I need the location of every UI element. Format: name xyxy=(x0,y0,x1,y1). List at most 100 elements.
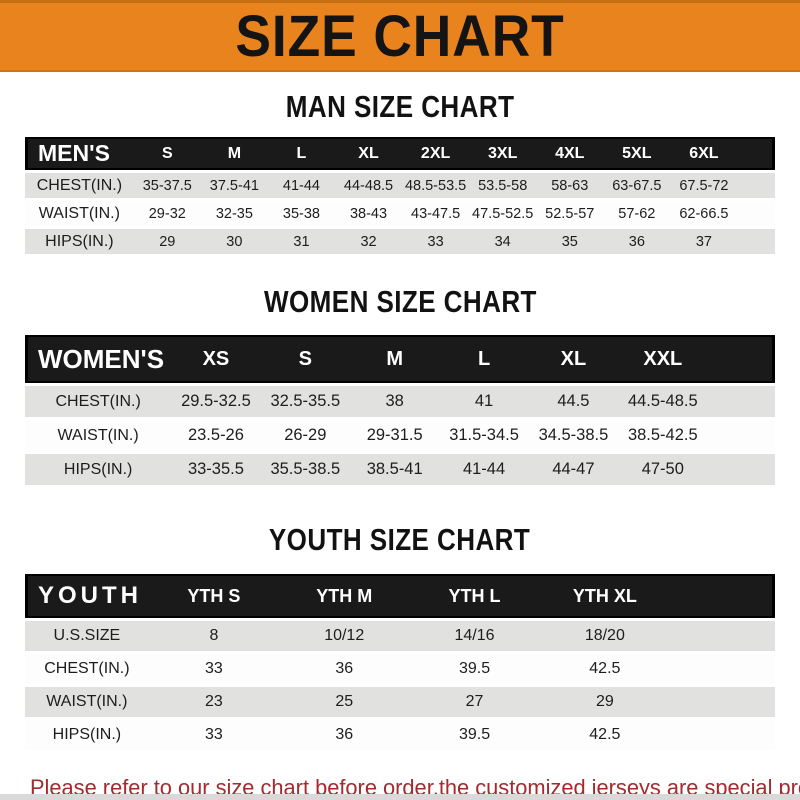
size-value-cell: 44.5-48.5 xyxy=(618,386,708,417)
size-value-cell-filler xyxy=(670,687,775,717)
table-header-row: YOUTH YTH S YTH M YTH L YTH XL xyxy=(25,574,775,618)
column-header: YTH S xyxy=(148,574,280,618)
size-value-cell: 47.5-52.5 xyxy=(469,201,537,226)
page-title: SIZE CHART xyxy=(0,0,800,74)
size-value-cell: 34 xyxy=(469,229,537,254)
column-header: 5XL xyxy=(603,137,671,170)
row-label: WAIST(IN.) xyxy=(25,201,134,226)
column-header: XL xyxy=(528,335,619,383)
table-header-label: YOUTH xyxy=(25,574,149,618)
size-value-cell: 26-29 xyxy=(260,420,350,451)
section-heading-women: WOMEN SIZE CHART xyxy=(0,257,800,332)
size-value-cell: 38.5-41 xyxy=(350,454,440,485)
column-header: 4XL xyxy=(536,137,604,170)
size-value-cell-filler xyxy=(670,621,775,651)
size-value-cell: 27 xyxy=(409,687,540,717)
row-label: CHEST(IN.) xyxy=(25,173,134,198)
column-header: 2XL xyxy=(402,137,470,170)
column-header: YTH M xyxy=(279,574,410,618)
size-value-cell: 48.5-53.5 xyxy=(402,173,470,198)
size-table: WOMEN'S XS S M L XL XXL CHEST(IN.) 29.5-32.5 32.5… xyxy=(25,332,775,488)
size-table: YOUTH YTH S YTH M YTH L YTH XL U.S.SIZE 8 10/12… xyxy=(25,571,775,753)
section-heading-women-text: WOMEN SIZE CHART xyxy=(263,284,537,319)
women-size-table: WOMEN'S XS S M L XL XXL CHEST(IN.) 29.5-32.5 32.5… xyxy=(25,332,775,488)
size-value-cell-filler xyxy=(737,229,775,254)
table-row: U.S.SIZE 8 10/12 14/16 18/20 xyxy=(25,621,775,651)
size-value-cell: 33-35.5 xyxy=(171,454,261,485)
table-row: HIPS(IN.) 33-35.5 35.5-38.5 38.5-41 41-44 44-… xyxy=(25,454,775,485)
size-value-cell: 43-47.5 xyxy=(402,201,470,226)
size-value-cell: 30 xyxy=(200,229,268,254)
size-value-cell: 29-31.5 xyxy=(350,420,440,451)
size-value-cell: 35 xyxy=(536,229,604,254)
size-value-cell: 35-38 xyxy=(267,201,335,226)
size-value-cell: 35-37.5 xyxy=(133,173,201,198)
size-value-cell: 29 xyxy=(539,687,670,717)
section-heading-men-text: MAN SIZE CHART xyxy=(285,89,515,124)
size-value-cell: 33 xyxy=(402,229,470,254)
size-value-cell: 41-44 xyxy=(439,454,529,485)
size-value-cell: 44-48.5 xyxy=(334,173,403,198)
column-header: 6XL xyxy=(670,137,738,170)
size-value-cell-filler xyxy=(737,201,775,226)
row-label: CHEST(IN.) xyxy=(25,386,172,417)
table-row: CHEST(IN.) 35-37.5 37.5-41 41-44 44-48.5 48.5… xyxy=(25,173,775,198)
table-row: CHEST(IN.) 33 36 39.5 42.5 xyxy=(25,654,775,684)
column-header-filler xyxy=(737,137,775,170)
size-value-cell: 38 xyxy=(350,386,440,417)
size-value-cell: 36 xyxy=(279,720,410,750)
size-value-cell: 23 xyxy=(148,687,280,717)
size-value-cell: 37.5-41 xyxy=(200,173,268,198)
size-value-cell: 44-47 xyxy=(528,454,619,485)
size-value-cell: 25 xyxy=(279,687,410,717)
banner: SIZE CHART xyxy=(0,0,800,72)
size-value-cell: 44.5 xyxy=(528,386,619,417)
size-value-cell: 31.5-34.5 xyxy=(439,420,529,451)
row-label: U.S.SIZE xyxy=(25,621,149,651)
size-value-cell: 41-44 xyxy=(267,173,335,198)
table-row: WAIST(IN.) 23.5-26 26-29 29-31.5 31.5-34.5 34… xyxy=(25,420,775,451)
column-header: S xyxy=(133,137,201,170)
size-value-cell: 35.5-38.5 xyxy=(260,454,350,485)
column-header: 3XL xyxy=(469,137,537,170)
size-value-cell: 37 xyxy=(670,229,738,254)
youth-size-table: YOUTH YTH S YTH M YTH L YTH XL U.S.SIZE 8 10/12… xyxy=(25,571,775,753)
table-row: HIPS(IN.) 33 36 39.5 42.5 xyxy=(25,720,775,750)
size-value-cell: 42.5 xyxy=(539,654,670,684)
column-header: M xyxy=(200,137,268,170)
table-row: WAIST(IN.) 23 25 27 29 xyxy=(25,687,775,717)
row-label: HIPS(IN.) xyxy=(25,454,172,485)
size-value-cell: 52.5-57 xyxy=(536,201,604,226)
size-value-cell: 32 xyxy=(334,229,403,254)
section-heading-men: MAN SIZE CHART xyxy=(0,72,800,134)
size-value-cell-filler xyxy=(670,720,775,750)
column-header: XL xyxy=(334,137,403,170)
table-header-label: MEN'S xyxy=(25,137,134,170)
column-header: L xyxy=(267,137,335,170)
size-value-cell: 63-67.5 xyxy=(603,173,671,198)
size-value-cell-filler xyxy=(707,420,775,451)
size-value-cell: 32.5-35.5 xyxy=(260,386,350,417)
size-value-cell: 36 xyxy=(279,654,410,684)
size-value-cell: 34.5-38.5 xyxy=(528,420,619,451)
size-value-cell: 33 xyxy=(148,654,280,684)
row-label: HIPS(IN.) xyxy=(25,229,134,254)
size-value-cell: 32-35 xyxy=(200,201,268,226)
size-value-cell: 41 xyxy=(439,386,529,417)
size-table: MEN'S S M L XL 2XL 3XL 4XL 5XL 6XL CHEST(IN.) 35-37… xyxy=(25,134,775,257)
row-label: CHEST(IN.) xyxy=(25,654,149,684)
size-value-cell: 53.5-58 xyxy=(469,173,537,198)
column-header-filler xyxy=(707,335,775,383)
size-value-cell: 38.5-42.5 xyxy=(618,420,708,451)
size-value-cell: 31 xyxy=(267,229,335,254)
row-label: WAIST(IN.) xyxy=(25,687,149,717)
column-header-filler xyxy=(670,574,775,618)
size-value-cell: 8 xyxy=(148,621,280,651)
column-header: L xyxy=(439,335,529,383)
size-value-cell: 10/12 xyxy=(279,621,410,651)
size-value-cell: 23.5-26 xyxy=(171,420,261,451)
size-value-cell: 29-32 xyxy=(133,201,201,226)
size-value-cell: 58-63 xyxy=(536,173,604,198)
table-row: CHEST(IN.) 29.5-32.5 32.5-35.5 38 41 44.5 44.5… xyxy=(25,386,775,417)
size-value-cell-filler xyxy=(670,654,775,684)
